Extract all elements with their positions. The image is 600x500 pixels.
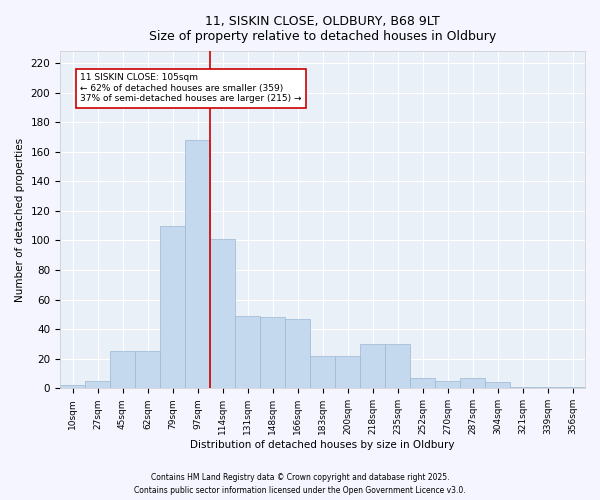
Bar xyxy=(135,352,160,389)
Bar xyxy=(460,378,485,388)
Bar xyxy=(535,387,560,388)
Y-axis label: Number of detached properties: Number of detached properties xyxy=(15,138,25,302)
Bar xyxy=(110,352,135,389)
Bar xyxy=(185,140,210,388)
Bar xyxy=(435,381,460,388)
Text: Contains HM Land Registry data © Crown copyright and database right 2025.
Contai: Contains HM Land Registry data © Crown c… xyxy=(134,474,466,495)
Title: 11, SISKIN CLOSE, OLDBURY, B68 9LT
Size of property relative to detached houses : 11, SISKIN CLOSE, OLDBURY, B68 9LT Size … xyxy=(149,15,496,43)
Bar xyxy=(210,239,235,388)
Bar xyxy=(360,344,385,389)
Bar xyxy=(260,318,285,388)
Bar xyxy=(510,387,535,388)
Bar xyxy=(235,316,260,388)
Bar xyxy=(285,319,310,388)
Bar xyxy=(335,356,360,388)
Bar xyxy=(160,226,185,388)
Bar xyxy=(385,344,410,389)
Bar xyxy=(310,356,335,388)
Bar xyxy=(560,387,585,388)
Bar xyxy=(60,386,85,388)
X-axis label: Distribution of detached houses by size in Oldbury: Distribution of detached houses by size … xyxy=(190,440,455,450)
Bar xyxy=(85,381,110,388)
Bar xyxy=(410,378,435,388)
Bar xyxy=(485,382,510,388)
Text: 11 SISKIN CLOSE: 105sqm
← 62% of detached houses are smaller (359)
37% of semi-d: 11 SISKIN CLOSE: 105sqm ← 62% of detache… xyxy=(80,74,302,103)
